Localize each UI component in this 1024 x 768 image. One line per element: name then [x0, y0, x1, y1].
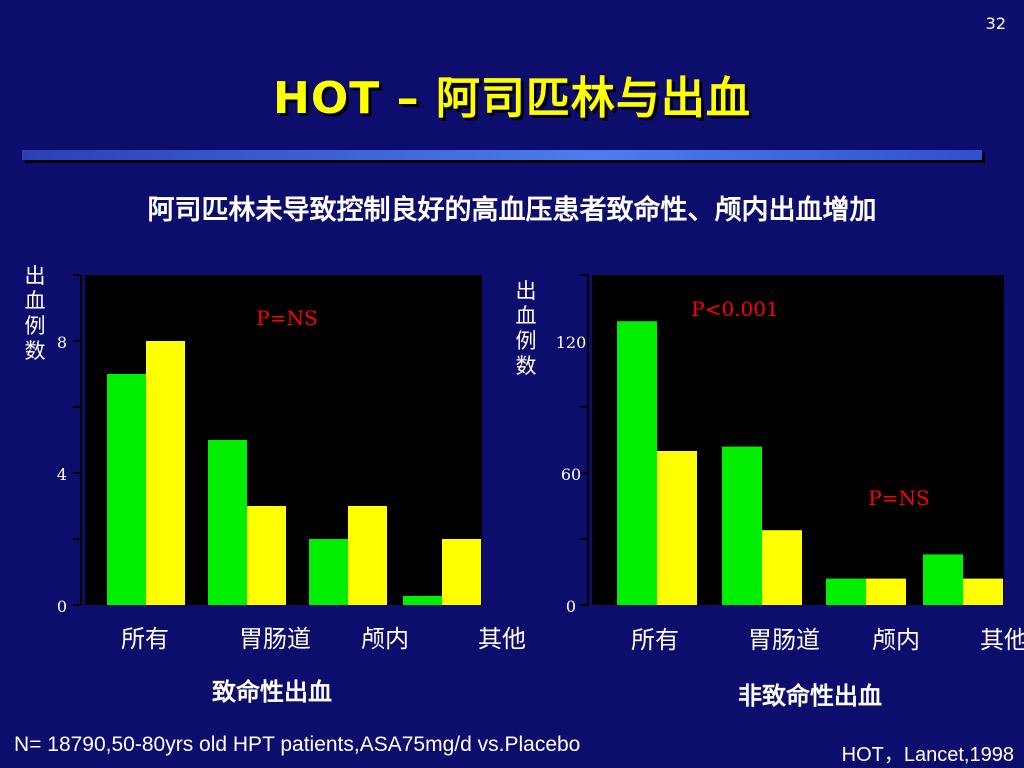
data-label: 129 — [618, 294, 656, 318]
data-label: 72 — [729, 420, 754, 444]
bar — [762, 530, 802, 605]
data-label: 12 — [970, 552, 995, 576]
data-label: 7 — [120, 347, 133, 371]
bar — [722, 446, 762, 605]
citation: HOT，Lancet,1998 — [841, 744, 1014, 766]
bar — [923, 554, 963, 605]
y-axis-label-char: 血 — [25, 289, 46, 313]
bar — [963, 578, 1003, 605]
data-label: 5 — [221, 413, 234, 437]
data-label: 3 — [361, 479, 374, 503]
slide-subtitle: 阿司匹林未导致控制良好的高血压患者致命性、颅内出血增加 — [147, 195, 877, 226]
y-axis-label-char: 例 — [25, 314, 46, 338]
x-axis-label: 非致命性出血 — [738, 682, 882, 710]
category-label: 颅内 — [872, 626, 920, 654]
data-label: 0 — [416, 547, 429, 571]
y-tick-label: 120 — [556, 333, 587, 352]
y-tick-label: 0 — [57, 597, 67, 616]
y-axis-label-char: 数 — [25, 339, 46, 363]
bar — [826, 578, 866, 605]
bar — [657, 451, 697, 605]
bar — [617, 321, 657, 605]
p-value-annotation: P=NS — [256, 306, 317, 330]
p-value-annotation: P=NS — [868, 486, 929, 510]
bar — [348, 506, 387, 605]
footnote: N= 18790,50-80yrs old HPT patients,ASA75… — [14, 733, 581, 756]
data-label: 23 — [930, 527, 955, 551]
p-value-annotation: P<0.001 — [691, 297, 778, 321]
category-label: 所有 — [121, 625, 169, 653]
y-axis-label-char: 出 — [25, 264, 46, 288]
category-label: 其他 — [980, 626, 1024, 654]
x-axis-label: 致命性出血 — [212, 678, 332, 706]
data-label: 70 — [664, 424, 689, 448]
y-axis-label-char: 出 — [516, 279, 537, 303]
data-label: 12 — [833, 552, 858, 576]
data-label: 8 — [159, 314, 172, 338]
category-label: 所有 — [631, 626, 679, 654]
data-label: 2 — [455, 512, 468, 536]
bar — [403, 596, 442, 605]
title-rule — [22, 150, 982, 160]
bar — [247, 506, 286, 605]
slide-title: HOT – 阿司匹林与出血 — [273, 73, 751, 124]
bar — [146, 341, 185, 605]
y-tick-label: 60 — [561, 465, 581, 484]
data-label: 3 — [260, 479, 273, 503]
data-label: 2 — [322, 512, 335, 536]
bar — [208, 440, 247, 605]
category-label: 胃肠道 — [748, 626, 820, 654]
category-label: 胃肠道 — [239, 625, 311, 653]
y-axis-label-char: 血 — [516, 304, 537, 328]
bar — [442, 539, 481, 605]
bar — [866, 578, 906, 605]
category-label: 其他 — [478, 625, 526, 653]
bar — [107, 374, 146, 605]
data-label: 12 — [873, 552, 898, 576]
slide-number: 32 — [985, 14, 1006, 33]
y-axis-label-char: 数 — [516, 354, 537, 378]
y-tick-label: 4 — [57, 465, 67, 484]
y-tick-label: 8 — [57, 333, 67, 352]
bar — [309, 539, 348, 605]
data-label: 34 — [769, 503, 794, 527]
y-tick-label: 0 — [566, 597, 576, 616]
category-label: 颅内 — [361, 625, 409, 653]
y-axis-label-char: 例 — [516, 329, 537, 353]
